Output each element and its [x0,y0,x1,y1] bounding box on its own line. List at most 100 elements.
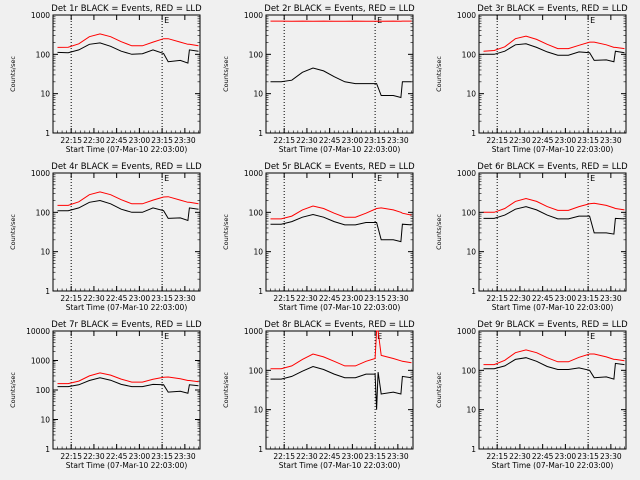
x-tick-label: 22:15 [273,294,295,303]
y-tick-label: 1000 [31,169,50,178]
y-tick-label: 1 [258,287,263,296]
x-tick-label: 22:45 [319,294,341,303]
y-tick-label: 10000 [26,327,50,336]
plot-frame [478,172,627,292]
y-tick-label: 10 [40,416,50,425]
y-tick-label: 1000 [244,327,263,336]
x-axis-label: Start Time (07-Mar-10 22:03:00) [279,145,401,154]
x-tick-label: 23:30 [600,136,622,145]
y-axis-label: Counts/sec [222,214,230,250]
x-tick-label: 22:30 [509,452,531,461]
series-events-line [57,377,199,394]
y-tick-label: 1 [471,287,476,296]
chart-panel-det4: Det 4r BLACK = Events, RED = LLD Counts/s… [9,162,202,312]
y-tick-label: 100 [462,208,477,217]
x-tick-label: 23:15 [577,136,599,145]
chart-panel-det2: Det 2r BLACK = Events, RED = LLD Counts/s… [222,4,415,154]
x-tick-label: 22:30 [83,294,105,303]
event-marker-label: E [590,16,595,25]
plot-frame [265,14,414,134]
x-tick-label: 22:15 [486,452,508,461]
event-marker-label: E [590,174,595,183]
series-events-line [270,67,412,99]
y-axis-label: Counts/sec [435,214,443,250]
y-tick-label: 1 [45,129,50,138]
y-tick-label: 1 [471,445,476,454]
series-lld-line [57,372,199,385]
series-events-line [483,43,625,63]
x-tick-label: 22:45 [532,136,554,145]
y-tick-label: 100 [462,50,477,59]
x-tick-label: 23:30 [387,136,409,145]
plot-frame [52,330,201,450]
x-tick-label: 22:30 [83,452,105,461]
y-tick-label: 1000 [31,357,50,366]
chart-panel-det1: Det 1r BLACK = Events, RED = LLD Counts/s… [9,4,202,154]
x-axis-label: Start Time (07-Mar-10 22:03:00) [492,461,614,470]
chart-title: Det 5r BLACK = Events, RED = LLD [264,162,415,172]
y-tick-label: 1000 [457,327,476,336]
event-marker-label: E [590,332,595,341]
y-axis-label: Counts/sec [435,56,443,92]
x-tick-label: 23:00 [129,136,151,145]
chart-panel-det8: Det 8r BLACK = Events, RED = LLD Counts/s… [222,320,415,470]
y-tick-label: 10 [466,406,476,415]
x-tick-label: 22:30 [296,452,318,461]
y-tick-label: 10 [40,90,50,99]
x-tick-label: 23:30 [387,452,409,461]
y-tick-label: 100 [249,366,264,375]
x-tick-label: 23:15 [364,136,386,145]
x-tick-label: 23:30 [174,452,196,461]
plot-frame [265,172,414,292]
x-tick-label: 23:30 [387,294,409,303]
plot-frame [478,330,627,450]
x-tick-label: 23:00 [342,452,364,461]
chart-panel-det9: Det 9r BLACK = Events, RED = LLD Counts/s… [435,320,628,470]
series-events-line [483,357,625,380]
x-tick-label: 23:30 [174,294,196,303]
chart-title: Det 6r BLACK = Events, RED = LLD [477,162,628,172]
x-tick-label: 23:30 [174,136,196,145]
y-tick-label: 1 [45,445,50,454]
x-tick-label: 23:30 [600,294,622,303]
chart-panel-det6: Det 6r BLACK = Events, RED = LLD Counts/s… [435,162,628,312]
x-tick-label: 23:00 [555,136,577,145]
series-events-line [270,365,412,410]
x-tick-label: 23:15 [151,136,173,145]
series-lld-line [483,197,625,213]
x-tick-label: 23:15 [577,452,599,461]
y-axis-label: Counts/sec [435,372,443,408]
plot-frame [265,330,414,450]
x-tick-label: 22:30 [509,136,531,145]
y-axis-label: Counts/sec [9,214,17,250]
y-tick-label: 1 [258,445,263,454]
x-tick-label: 22:30 [509,294,531,303]
chart-title: Det 8r BLACK = Events, RED = LLD [264,320,415,330]
y-axis-label: Counts/sec [9,56,17,92]
x-tick-label: 22:45 [532,452,554,461]
y-tick-label: 100 [36,208,51,217]
y-tick-label: 10 [466,248,476,257]
x-axis-label: Start Time (07-Mar-10 22:03:00) [66,303,188,312]
chart-panel-det3: Det 3r BLACK = Events, RED = LLD Counts/s… [435,4,628,154]
y-tick-label: 1000 [244,169,263,178]
y-tick-label: 1 [258,129,263,138]
x-tick-label: 23:00 [129,294,151,303]
x-tick-label: 23:15 [577,294,599,303]
x-tick-label: 22:15 [60,452,82,461]
series-lld-line [483,35,625,52]
series-lld-line [270,330,412,370]
y-tick-label: 10 [253,406,263,415]
x-axis-label: Start Time (07-Mar-10 22:03:00) [492,145,614,154]
y-axis-label: Counts/sec [9,372,17,408]
y-tick-label: 1 [471,129,476,138]
x-tick-label: 23:15 [151,294,173,303]
series-events-line [483,206,625,235]
series-events-line [57,42,199,64]
x-tick-label: 23:00 [342,136,364,145]
x-tick-label: 22:15 [486,294,508,303]
series-lld-line [57,191,199,206]
chart-title: Det 9r BLACK = Events, RED = LLD [477,320,628,330]
x-tick-label: 22:45 [106,452,128,461]
series-events-line [270,213,412,243]
